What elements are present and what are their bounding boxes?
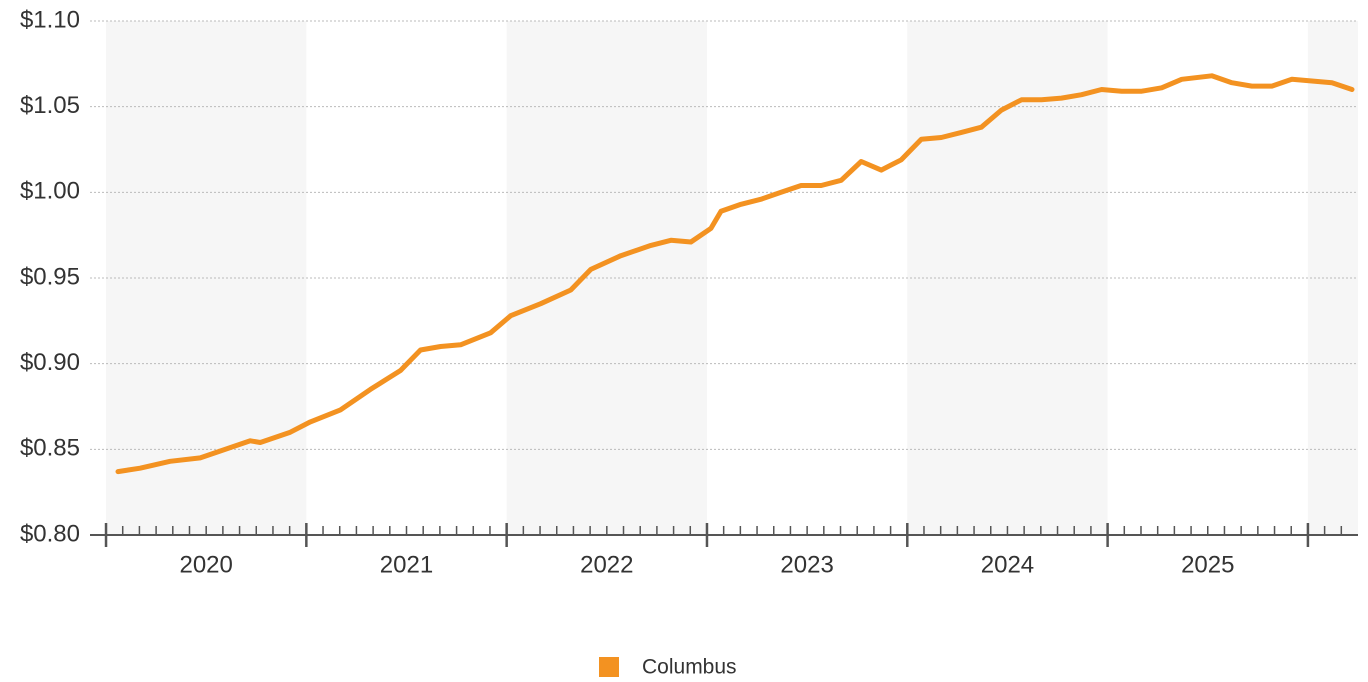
y-tick-label: $0.90 — [20, 349, 80, 376]
series-line — [115, 73, 1355, 475]
plot — [115, 73, 1355, 475]
legend-swatch — [599, 657, 619, 677]
x-tick-label: 2024 — [981, 551, 1034, 578]
legend-text: Columbus — [642, 656, 737, 679]
y-tick-label: $1.05 — [20, 92, 80, 119]
x-axis: 2020 2021 2022 2023 2024 2025 — [90, 523, 1358, 578]
x-tick-label: 2025 — [1181, 551, 1234, 578]
legend: Columbus — [599, 656, 737, 679]
x-tick-label: 2023 — [780, 551, 833, 578]
grid: $0.80 $0.85 $0.90 $0.95 $1.00 $1.05 $1.10 — [20, 6, 1358, 547]
x-tick-label: 2020 — [179, 551, 232, 578]
x-tick-label: 2021 — [380, 551, 433, 578]
y-tick-label: $0.95 — [20, 263, 80, 290]
year-band — [1307, 21, 1358, 535]
y-tick-label: $0.80 — [20, 520, 80, 547]
y-tick-label: $0.85 — [20, 435, 80, 462]
x-tick-label: 2022 — [580, 551, 633, 578]
y-tick-label: $1.10 — [20, 6, 80, 33]
y-tick-label: $1.00 — [20, 178, 80, 205]
